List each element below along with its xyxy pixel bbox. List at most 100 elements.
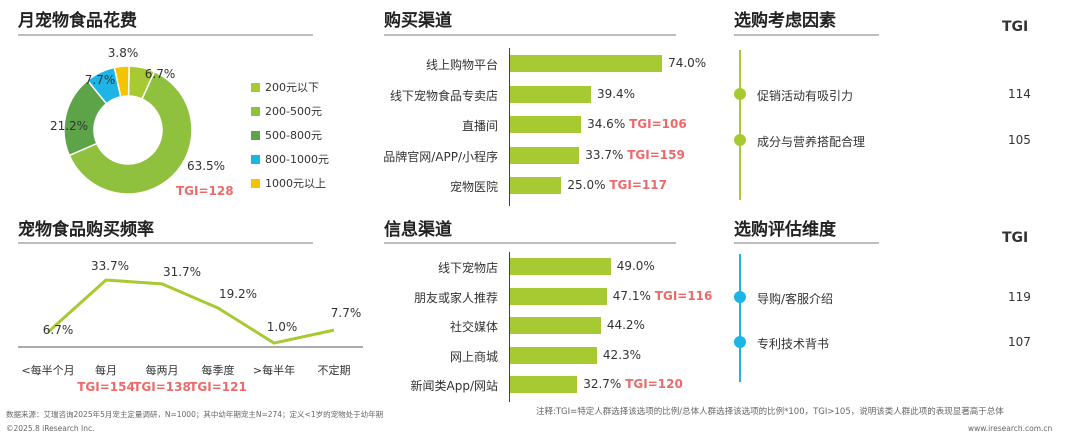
- info-channel-value-1: 47.1%: [612, 288, 651, 303]
- purchase-channel-value-4: 25.0%: [567, 178, 606, 192]
- line-tgi-label-2: TGI=138: [133, 380, 191, 394]
- purchase-channel-tgi-4: TGI=117: [609, 178, 667, 192]
- factor-rule: [734, 34, 879, 36]
- footer-website: www.iresearch.com.cn: [968, 424, 1053, 433]
- purchase-channel-value-3: 33.7%: [585, 147, 624, 162]
- purchase-channel-label-1: 线下宠物食品专卖店: [389, 88, 498, 103]
- factor-timeline: [739, 50, 741, 200]
- factor-dot-0: [734, 88, 746, 100]
- purchase-channel-value-1: 39.4%: [596, 86, 636, 101]
- donut-legend-item-0: 200元以下: [251, 79, 319, 95]
- purchase-channel-bar-3: [510, 146, 580, 164]
- info-channel-label-2: 社交媒体: [449, 320, 498, 334]
- purchase-channel-tgi-2: TGI=106: [629, 117, 687, 131]
- dimension-dot-0: [734, 291, 746, 303]
- purchase-channel-rule: [384, 34, 676, 36]
- line-value-label-4: 1.0%: [267, 320, 298, 334]
- footer-copyright: ©2025.8 iResearch Inc.: [6, 424, 95, 433]
- info-channel-label-0: 线下宠物店: [437, 261, 498, 275]
- info-channel-bar-1: [510, 287, 607, 305]
- legend-swatch: [251, 131, 260, 140]
- purchase-channel-label-3: 品牌官网/APP/小程序: [383, 149, 498, 164]
- donut-value-label-0: 6.7%: [145, 67, 176, 81]
- purchase-channel-label-4: 宠物医院: [449, 180, 498, 194]
- factor-dot-1: [734, 134, 746, 146]
- legend-swatch: [251, 107, 260, 116]
- info-channel-label-4: 新闻类App/网站: [410, 379, 499, 393]
- dimension-tgi-header: TGI: [1002, 230, 1029, 246]
- info-channel-tgi-1: TGI=116: [654, 288, 713, 303]
- line-value-label-1: 33.7%: [91, 259, 129, 273]
- line-category-label-2: 每两月: [146, 363, 179, 377]
- purchase-channel-title: 购买渠道: [384, 11, 452, 31]
- purchase-channel-bar-4: [510, 177, 562, 194]
- line-category-label-5: 不定期: [318, 363, 351, 377]
- legend-label: 200-500元: [265, 105, 322, 118]
- donut-value-label-1: 63.5%: [187, 159, 225, 173]
- line-value-label-5: 7.7%: [331, 306, 362, 320]
- factor-title: 选购考虑因素: [734, 11, 836, 31]
- info-channel-rule: [384, 242, 676, 244]
- line-category-label-0: <每半个月: [21, 363, 74, 377]
- info-channel-bar-4: [510, 376, 578, 393]
- purchase-channel-tgi-3: TGI=159: [627, 147, 685, 162]
- factor-value-0: 114: [1008, 87, 1031, 101]
- line-category-label-4: >每半年: [253, 363, 295, 377]
- legend-swatch: [251, 83, 260, 92]
- info-channel-value-2: 44.2%: [606, 318, 645, 332]
- legend-swatch: [251, 179, 260, 188]
- donut-value-label-2: 21.2%: [50, 119, 88, 133]
- legend-swatch: [251, 155, 260, 164]
- factor-label-0: 促销活动有吸引力: [757, 89, 854, 103]
- factor-label-1: 成分与营养搭配合理: [757, 135, 866, 149]
- frequency-line: [46, 278, 335, 345]
- info-channel-tgi-4: TGI=120: [625, 377, 683, 391]
- purchase-channel-axis: [509, 48, 510, 206]
- line-chart-title: 宠物食品购买频率: [18, 220, 154, 240]
- info-channel-axis: [509, 252, 510, 402]
- donut-title-rule: [18, 34, 313, 36]
- dimension-rule: [734, 242, 879, 244]
- factor-tgi-header: TGI: [1002, 19, 1029, 35]
- line-value-label-0: 6.7%: [43, 323, 74, 337]
- purchase-channel-bar-1: [510, 85, 591, 103]
- factor-value-1: 105: [1008, 133, 1031, 147]
- donut-value-label-4: 3.8%: [108, 46, 139, 60]
- line-category-label-3: 每季度: [202, 363, 235, 377]
- donut-value-label-3: 7.7%: [85, 73, 116, 87]
- purchase-channel-label-2: 直播间: [461, 119, 498, 133]
- legend-label: 1000元以上: [265, 177, 326, 190]
- donut-legend-item-1: 200-500元: [251, 103, 322, 119]
- info-channel-value-0: 49.0%: [616, 259, 655, 273]
- legend-label: 200元以下: [265, 81, 319, 94]
- line-title-rule: [18, 242, 313, 244]
- line-value-label-3: 19.2%: [219, 287, 257, 301]
- line-tgi-label-3: TGI=121: [189, 380, 247, 394]
- dimension-timeline: [739, 254, 741, 382]
- purchase-channel-bar-0: [510, 55, 663, 72]
- info-channel-value-4: 32.7%: [583, 377, 622, 391]
- info-channel-bar-3: [510, 346, 597, 364]
- footer-note: 注释:TGI=特定人群选择该选项的比例/总体人群选择该选项的比例*100，TGI…: [536, 407, 1004, 417]
- footer-source: 数据来源：艾瑞咨询2025年5月宠主定量调研，N=1000；其中幼年期宠主N=2…: [6, 410, 384, 419]
- dimension-dot-1: [734, 336, 746, 348]
- info-channel-bar-2: [510, 317, 601, 334]
- info-channel-label-3: 网上商城: [449, 349, 498, 364]
- purchase-channel-value-2: 34.6%: [587, 117, 626, 131]
- donut-legend-item-2: 500-800元: [251, 127, 322, 143]
- donut-slice-1: [68, 70, 193, 195]
- purchase-channel-bar-2: [510, 116, 582, 133]
- dimension-title: 选购评估维度: [734, 220, 836, 240]
- donut-legend-item-4: 1000元以上: [251, 175, 326, 191]
- donut-legend-item-3: 800-1000元: [251, 151, 329, 167]
- line-value-label-2: 31.7%: [163, 265, 201, 279]
- donut-slice-4: [113, 65, 130, 98]
- legend-label: 500-800元: [265, 129, 322, 142]
- donut-chart-title: 月宠物食品花费: [18, 11, 137, 31]
- purchase-channel-label-0: 线上购物平台: [425, 58, 498, 72]
- info-channel-label-1: 朋友或家人推荐: [413, 290, 498, 305]
- dimension-value-0: 119: [1008, 290, 1031, 304]
- line-category-label-1: 每月: [95, 363, 117, 377]
- donut-chart: 6.7% 63.5% 21.2% 7.7% 3.8%: [50, 46, 225, 195]
- line-tgi-label-1: TGI=154: [77, 380, 135, 394]
